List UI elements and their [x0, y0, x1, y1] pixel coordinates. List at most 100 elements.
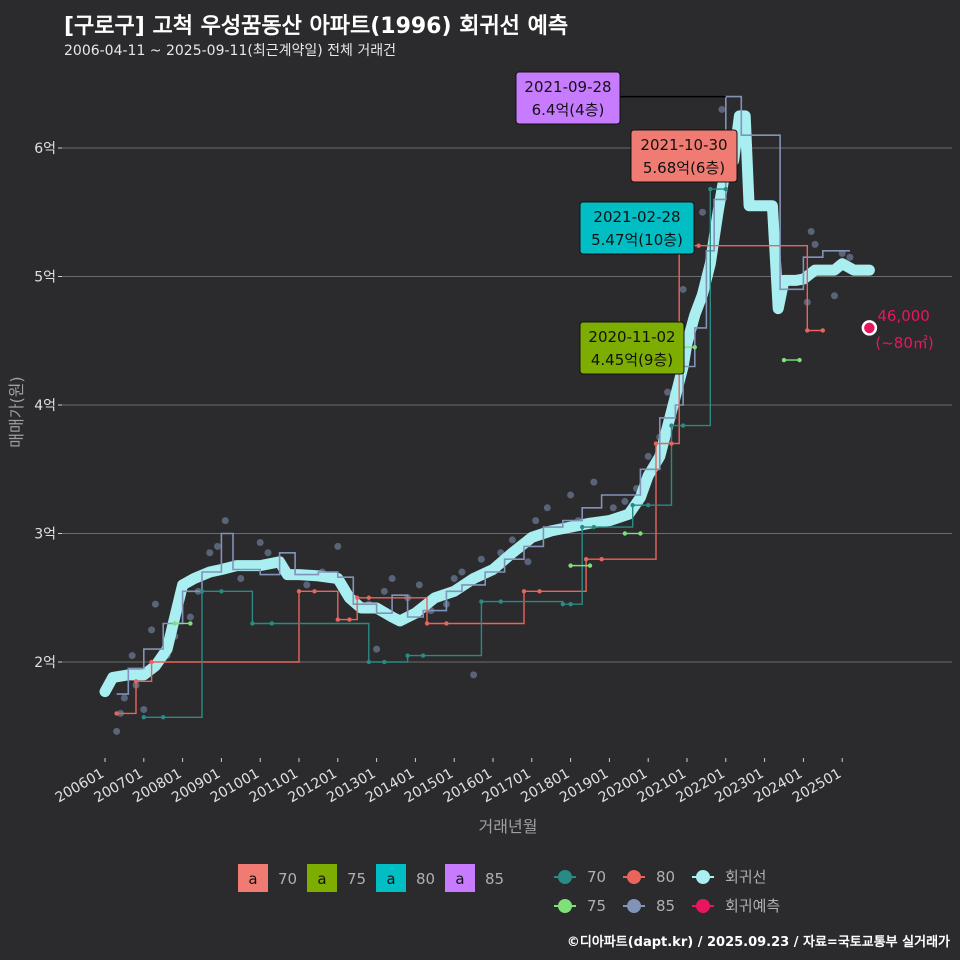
forecast-area: (~80㎡)	[875, 334, 933, 352]
scatter-point	[256, 538, 264, 546]
scatter-point	[846, 253, 854, 261]
series-70-point	[199, 589, 205, 594]
legend-area-label: 85	[485, 870, 504, 888]
scatter-point	[334, 542, 342, 550]
scatter-point	[140, 706, 148, 714]
series-80-point	[696, 243, 701, 248]
y-tick-label: 3억	[34, 527, 56, 543]
series-80-point	[335, 617, 340, 622]
legend-point-marker	[627, 899, 641, 913]
scatter-point	[450, 574, 458, 582]
legend-point-marker	[696, 870, 710, 884]
annotation-box	[630, 129, 738, 183]
series-70-point	[161, 715, 166, 720]
series-70-point	[479, 599, 484, 604]
scatter-point	[543, 504, 551, 512]
annotation-date: 2021-10-30	[640, 136, 727, 154]
y-axis: 2억 3억 4억 5억 6억	[34, 141, 62, 671]
scatter-point	[811, 240, 819, 248]
scatter-point	[664, 388, 672, 396]
series-70-point	[269, 621, 275, 626]
scatter-point	[186, 613, 194, 621]
y-tick-label: 4억	[34, 398, 56, 414]
legend-point-label: 회귀예측	[725, 897, 780, 915]
area-series-lines	[114, 95, 850, 720]
annotation-box	[579, 201, 695, 255]
scatter-point	[415, 581, 423, 589]
y-tick-label: 5억	[34, 270, 56, 286]
scatter-point	[128, 652, 136, 660]
series-80-point	[805, 328, 810, 333]
series-80-point	[424, 621, 430, 626]
legend-point-label: 85	[656, 897, 675, 915]
series-75-point	[568, 563, 573, 568]
legend-area-key: a	[386, 870, 395, 888]
annotations: 2021-09-28 6.4억(4층) 2021-10-30 5.68억(6층) 202…	[515, 71, 738, 375]
series-80-point	[653, 441, 659, 446]
series-70-point	[568, 601, 573, 607]
scatter-point	[609, 504, 617, 512]
series-75-point	[797, 357, 802, 363]
scatter-point	[388, 574, 396, 582]
series-70-point	[669, 423, 674, 428]
grid-lines	[62, 147, 952, 663]
scatter-point	[206, 549, 214, 557]
scatter-point	[380, 587, 388, 595]
series-80-point	[114, 711, 119, 716]
legend-point-label: 회귀선	[725, 868, 766, 886]
series-70-point	[498, 599, 503, 604]
series-70-point	[141, 715, 146, 720]
series-80-point	[149, 659, 154, 665]
series-70-point	[580, 524, 585, 530]
regression-line	[99, 110, 875, 698]
series-80-point	[355, 595, 360, 600]
legend-area-swatch	[238, 864, 268, 892]
series-80-point	[599, 557, 604, 562]
series-85-line	[116, 95, 850, 695]
annotation-date: 2021-09-28	[524, 78, 611, 96]
series-70-line	[143, 188, 726, 718]
annotation-date: 2020-11-02	[588, 328, 675, 346]
series-70-point	[646, 503, 651, 508]
scatter-point	[830, 292, 838, 300]
series-70-point	[708, 186, 713, 192]
series-75-point	[587, 563, 593, 568]
scatter-point	[113, 727, 121, 735]
series-70-point	[382, 659, 387, 665]
series-80-point	[347, 617, 352, 622]
legend-point-marker	[627, 870, 641, 884]
series-80-point	[669, 441, 674, 446]
legend-area-key: a	[248, 870, 257, 888]
series-75-point	[638, 531, 643, 536]
scatter-point	[679, 285, 687, 293]
series-80-line	[116, 245, 823, 715]
forecast-point	[861, 320, 878, 336]
scatter-point	[838, 249, 846, 257]
legend-area-label: 75	[347, 870, 366, 888]
legend-point-marker	[558, 870, 572, 884]
series-80-point	[820, 328, 825, 333]
series-80-point	[444, 621, 449, 626]
chart-title: [구로구] 고척 우성꿈동산 아파트(1996) 회귀선 예측	[64, 14, 569, 39]
legend-area-key: a	[317, 870, 326, 888]
scatter-point	[148, 626, 156, 634]
series-80-point	[583, 557, 589, 562]
scatter-point	[214, 542, 222, 550]
scatter-point	[508, 536, 516, 544]
series-80-point	[537, 589, 542, 594]
scatter-point	[532, 517, 540, 525]
scatter-point	[373, 645, 381, 653]
scatter-point	[237, 574, 245, 582]
scatter-point	[303, 581, 311, 589]
legend-area-swatch	[307, 864, 337, 892]
legend-area-key: a	[455, 870, 464, 888]
legend-area-swatch	[445, 864, 475, 892]
scatter-point	[477, 555, 485, 563]
scatter-point	[120, 694, 128, 702]
annotation-box	[579, 321, 685, 375]
series-70-point	[405, 653, 410, 658]
series-70-point	[560, 601, 566, 607]
series-70-point	[591, 524, 597, 530]
series-70-point	[680, 423, 686, 428]
